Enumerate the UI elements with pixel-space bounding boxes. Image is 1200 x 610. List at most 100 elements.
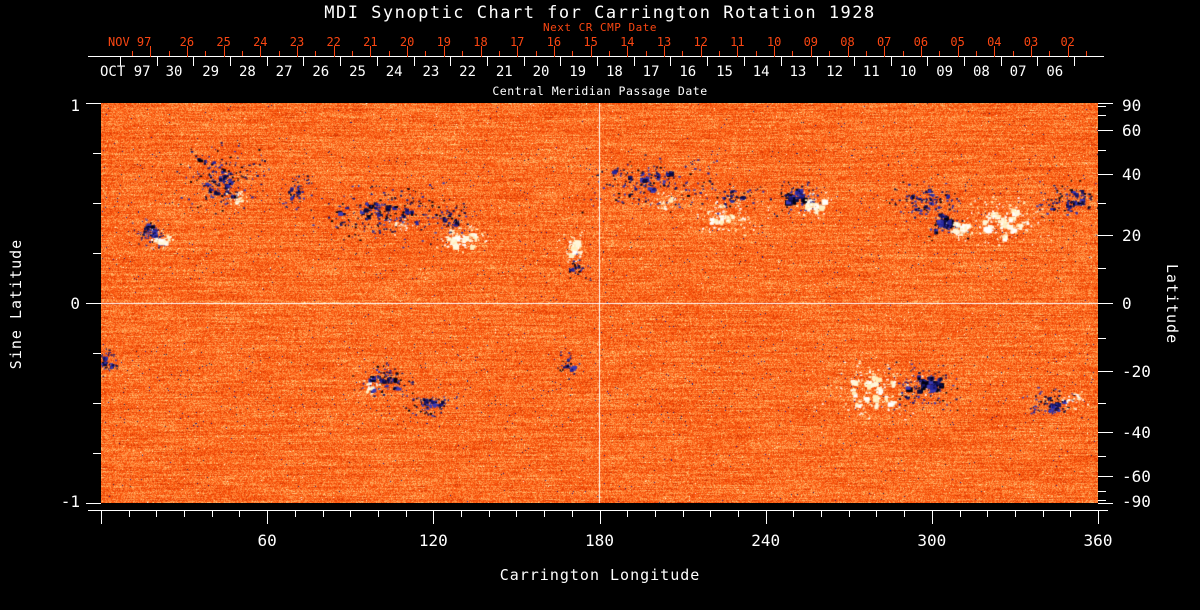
y-right-minor-tick: [1098, 115, 1106, 116]
x-axis-minor-tick: [129, 510, 130, 517]
next-cr-tick: [756, 51, 757, 56]
x-axis-minor-tick: [627, 510, 628, 517]
next-cr-tick: [554, 46, 555, 57]
next-cr-tick: [811, 46, 812, 57]
x-axis-major-tick: [101, 510, 102, 524]
cmp-date-tick: [414, 57, 415, 66]
next-cr-tick: [1013, 51, 1014, 56]
y-left-major-tick: [86, 103, 101, 104]
next-cr-tick: [389, 51, 390, 56]
x-axis-minor-tick: [572, 510, 573, 517]
next-cr-tick: [701, 46, 702, 57]
next-cr-tick: [939, 51, 940, 56]
y-right-major-tick: [1098, 503, 1113, 504]
x-axis-minor-tick: [489, 510, 490, 517]
y-left-minor-tick: [93, 253, 101, 254]
x-axis-tick-label: 360: [1083, 531, 1113, 550]
next-cr-date-label: 02: [1060, 35, 1075, 49]
cmp-date-tick: [230, 57, 231, 66]
x-axis-minor-tick: [960, 510, 961, 517]
cmp-axis-line: [88, 56, 1104, 57]
next-cr-tick: [958, 46, 959, 57]
y-right-minor-tick: [1098, 403, 1106, 404]
next-cr-tick: [1049, 51, 1050, 56]
cmp-date-label: 19: [569, 64, 587, 80]
next-cr-tick: [425, 51, 426, 56]
cmp-month-label: OCT 97: [100, 64, 151, 80]
cmp-date-tick: [193, 57, 194, 66]
x-axis-minor-tick: [876, 510, 877, 517]
next-cr-tick: [664, 46, 665, 57]
cmp-date-tick: [707, 57, 708, 66]
cmp-date-tick: [120, 57, 121, 66]
cmp-date-label: 26: [312, 64, 330, 80]
x-axis-minor-tick: [710, 510, 711, 517]
x-axis-minor-tick: [461, 510, 462, 517]
next-cr-tick: [976, 51, 977, 56]
next-cr-date-label: 04: [987, 35, 1002, 49]
x-axis-minor-tick: [849, 510, 850, 517]
next-cr-date-label: 20: [399, 35, 415, 49]
x-axis-minor-tick: [378, 510, 379, 517]
x-axis-minor-tick: [655, 510, 656, 517]
x-axis-minor-tick: [295, 510, 296, 517]
y-left-tick-label: 1: [70, 96, 80, 115]
cmp-date-tick: [1001, 57, 1002, 66]
sine-latitude-axis-title: Sine Latitude: [7, 238, 25, 370]
next-cr-tick: [481, 46, 482, 57]
x-axis-minor-tick: [350, 510, 351, 517]
cmp-date-tick: [524, 57, 525, 66]
x-axis-minor-tick: [821, 510, 822, 517]
cmp-date-tick: [303, 57, 304, 66]
y-right-minor-tick: [1098, 456, 1106, 457]
y-right-tick-label: 90: [1122, 96, 1142, 115]
next-cr-tick: [682, 51, 683, 56]
x-axis-major-tick: [932, 510, 933, 524]
next-cr-tick: [517, 46, 518, 57]
next-cr-date-label: 24: [253, 35, 268, 49]
y-left-major-tick: [86, 503, 101, 504]
y-right-minor-tick: [1098, 338, 1106, 339]
y-left-minor-tick: [93, 353, 101, 354]
next-cr-tick: [572, 51, 573, 56]
next-cr-date-label: 25: [216, 35, 231, 49]
y-right-minor-tick: [1098, 150, 1106, 151]
cmp-date-tick: [817, 57, 818, 66]
y-left-minor-tick: [93, 203, 101, 204]
next-cr-tick: [187, 46, 188, 57]
next-cr-month-label: NOV 97: [108, 35, 152, 49]
cmp-date-label: 23: [422, 64, 440, 80]
y-right-major-tick: [1098, 476, 1113, 477]
x-axis-minor-tick: [1015, 510, 1016, 517]
y-right-minor-tick: [1098, 491, 1106, 492]
next-cr-tick: [848, 46, 849, 57]
y-right-tick-label: 20: [1122, 225, 1142, 245]
y-left-tick-label: 0: [70, 294, 80, 313]
x-axis-minor-tick: [406, 510, 407, 517]
x-axis-tick-label: 120: [418, 531, 448, 550]
cmp-date-tick: [560, 57, 561, 66]
next-cr-tick: [462, 51, 463, 56]
next-cr-tick: [297, 46, 298, 57]
next-cr-tick: [536, 51, 537, 56]
cmp-date-label: 10: [899, 64, 917, 80]
next-cr-date-label: 16: [546, 35, 562, 49]
cmp-date-label: 18: [605, 64, 623, 80]
cmp-date-tick: [744, 57, 745, 66]
x-axis-major-tick: [1098, 510, 1099, 524]
x-axis-minor-tick: [516, 510, 517, 517]
cmp-date-tick: [891, 57, 892, 66]
y-right-major-tick: [1098, 103, 1113, 104]
cmp-date-tick: [1037, 57, 1038, 66]
cmp-date-label: 16: [679, 64, 697, 80]
y-left-major-tick: [86, 303, 101, 304]
next-cr-tick: [1068, 46, 1069, 57]
x-axis-major-tick: [433, 510, 434, 524]
cmp-date-tick: [927, 57, 928, 66]
y-right-minor-tick: [1098, 268, 1106, 269]
next-cr-date-label: 10: [766, 35, 782, 49]
chart-title: MDI Synoptic Chart for Carrington Rotati…: [324, 3, 876, 23]
next-cr-date-label: 12: [693, 35, 708, 49]
cmp-date-label: 28: [238, 64, 256, 80]
y-right-tick-label: 0: [1122, 294, 1132, 313]
